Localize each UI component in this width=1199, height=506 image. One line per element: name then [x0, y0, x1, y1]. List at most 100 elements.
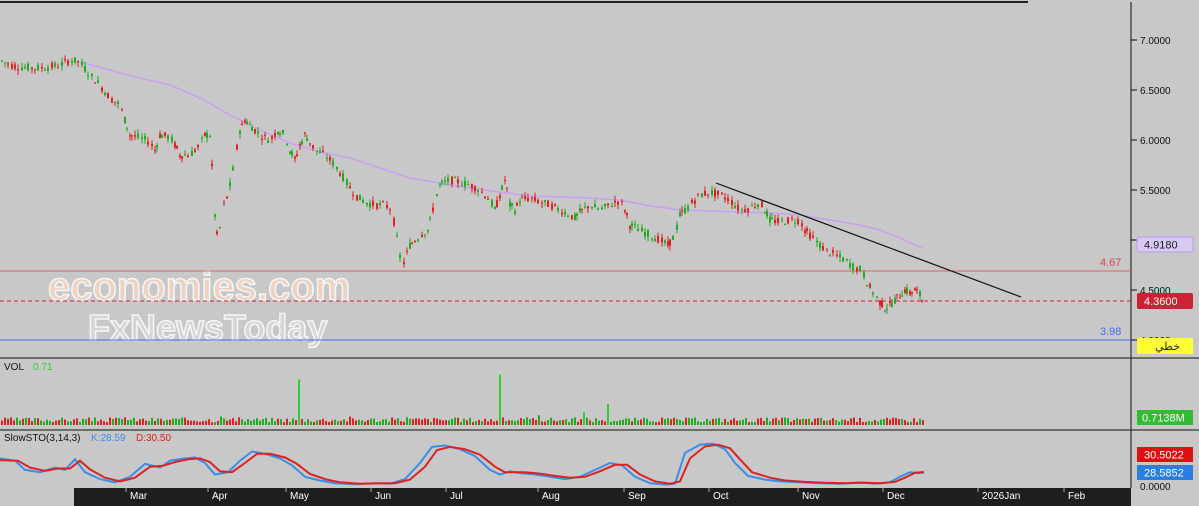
candle-body: [57, 67, 59, 69]
volume-bar: [721, 422, 723, 425]
volume-bar: [547, 420, 549, 425]
volume-bar: [733, 418, 735, 425]
stochastic-zero-tick: 0.0000: [1140, 482, 1171, 493]
volume-bar: [889, 419, 891, 425]
candle-body: [547, 200, 549, 207]
volume-bar: [145, 420, 147, 425]
volume-bar: [550, 417, 552, 425]
candle-body: [516, 203, 518, 206]
volume-bar: [820, 417, 822, 425]
volume-panel[interactable]: [0, 359, 1131, 429]
volume-bar: [265, 417, 267, 425]
time-axis-label: Jun: [375, 491, 391, 502]
volume-bar: [322, 418, 324, 425]
volume-bar: [616, 421, 618, 425]
candle-body: [644, 231, 646, 237]
volume-bar: [544, 421, 546, 425]
candle-body: [884, 310, 886, 312]
volume-bar: [136, 421, 138, 425]
candle-body: [801, 223, 803, 227]
candle-body: [454, 177, 456, 179]
volume-bar: [823, 420, 825, 425]
volume-bar: [193, 420, 195, 425]
volume-bar: [913, 418, 915, 425]
volume-bar: [19, 420, 21, 425]
ma-value-tag: 4.9180: [1144, 240, 1178, 252]
volume-bar: [211, 422, 213, 425]
volume-bar: [472, 422, 474, 425]
candle-body: [701, 193, 703, 198]
candle-body: [921, 300, 923, 302]
candle-body: [561, 212, 563, 215]
candle-body: [359, 194, 361, 201]
candle-body: [211, 163, 213, 167]
candle-body: [737, 204, 739, 211]
volume-bar: [70, 421, 72, 425]
volume-bar: [631, 421, 633, 425]
candle-body: [134, 135, 136, 137]
volume-bar: [502, 417, 504, 425]
volume-bar: [28, 417, 30, 425]
volume-bar: [613, 420, 615, 425]
candle-body: [432, 207, 434, 212]
trendline[interactable]: [715, 182, 1022, 298]
volume-bar: [400, 421, 402, 425]
volume-bar: [640, 419, 642, 425]
volume-bar: [604, 421, 606, 425]
volume-bar: [286, 418, 288, 425]
candle-body: [474, 186, 476, 192]
candle-body: [714, 189, 716, 197]
volume-bar: [832, 418, 834, 425]
volume-bar: [880, 419, 882, 425]
candle-body: [514, 211, 516, 214]
candle-body: [787, 217, 789, 224]
candle-body: [812, 235, 814, 238]
volume-bar: [394, 419, 396, 425]
candle-body: [534, 196, 536, 201]
candle-body: [47, 67, 49, 71]
candle-body: [631, 223, 633, 227]
volume-bar: [46, 419, 48, 425]
candle-body: [1, 60, 3, 62]
volume-bar: [610, 421, 612, 425]
volume-bar: [724, 418, 726, 425]
volume-bar: [535, 419, 537, 425]
volume-bar: [592, 422, 594, 425]
volume-bar: [769, 421, 771, 425]
candle-body: [191, 151, 193, 156]
price-panel[interactable]: [0, 2, 1131, 357]
volume-bar: [778, 420, 780, 425]
volume-bars-group: [1, 374, 924, 425]
volume-bar: [553, 420, 555, 425]
volume-bar: [490, 419, 492, 425]
volume-bar: [217, 420, 219, 425]
candle-body: [319, 150, 321, 154]
volume-bar: [904, 420, 906, 425]
volume-bar: [97, 421, 99, 425]
volume-bar: [358, 419, 360, 425]
volume-bar: [901, 419, 903, 425]
candle-body: [181, 156, 183, 159]
volume-bar: [349, 416, 351, 425]
volume-bar: [706, 418, 708, 425]
candle-body: [261, 138, 263, 140]
volume-bar: [757, 418, 759, 425]
candle-body: [769, 216, 771, 223]
volume-bar: [337, 421, 339, 425]
volume-bar: [541, 421, 543, 425]
volume-bar: [565, 419, 567, 425]
candle-body: [676, 224, 678, 230]
candle-body: [141, 137, 143, 139]
volume-bar: [205, 420, 207, 425]
volume-bar: [517, 420, 519, 425]
time-axis-bar[interactable]: [74, 488, 1131, 506]
volume-bar: [355, 420, 357, 425]
candle-body: [896, 294, 898, 296]
candle-body: [846, 259, 848, 261]
candle-body: [829, 254, 831, 256]
stochastic-d-tag-bg: [1137, 447, 1193, 462]
volume-bar: [85, 419, 87, 425]
candle-body: [496, 200, 498, 208]
candle-body: [891, 303, 893, 307]
volume-bar: [271, 417, 273, 425]
